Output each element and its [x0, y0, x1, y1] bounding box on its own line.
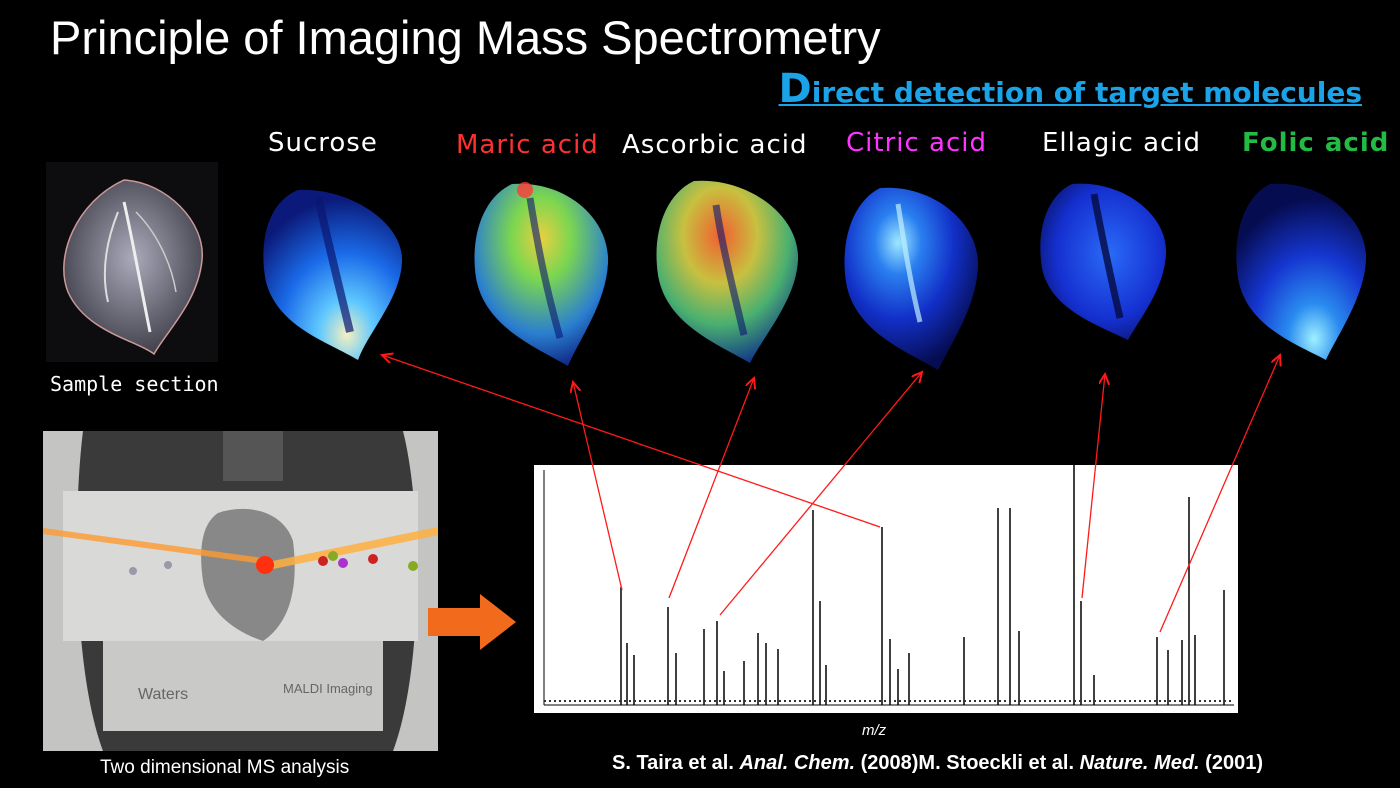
citation: S. Taira et al. Anal. Chem. (2008)M. Sto… — [612, 752, 1263, 775]
citation-journal1: Anal. Chem. — [739, 752, 856, 774]
slide-title: Principle of Imaging Mass Spectrometry — [50, 11, 881, 64]
ms-image-ascorbic-acid — [652, 175, 802, 365]
label-citric-acid: Citric acid — [846, 128, 987, 158]
sample-section-image — [46, 162, 218, 362]
slide-subtitle: Direct detection of target molecules — [779, 66, 1362, 112]
label-sucrose: Sucrose — [268, 128, 378, 158]
ms-instrument-photo: Waters MALDI Imaging — [43, 431, 438, 751]
subtitle-rest: irect detection of target molecules — [811, 76, 1362, 109]
plate-text-waters: Waters — [138, 686, 188, 703]
label-maric-acid: Maric acid — [456, 130, 599, 160]
label-ellagic-acid: Ellagic acid — [1042, 128, 1202, 158]
ms-image-citric-acid — [840, 182, 985, 372]
citation-journal2: Nature. Med. — [1079, 752, 1200, 774]
instrument-caption: Two dimensional MS analysis — [100, 757, 350, 778]
mass-spectrum-plot — [534, 465, 1238, 713]
flow-arrow-icon — [428, 592, 518, 657]
spectrum-x-label: m/z — [862, 722, 887, 739]
citation-part2: (2008)M. Stoeckli et al. — [855, 752, 1080, 774]
label-ascorbic-acid: Ascorbic acid — [622, 130, 808, 160]
ms-image-maric-acid — [470, 178, 615, 368]
sample-section-label: Sample section — [50, 372, 219, 396]
citation-part1: S. Taira et al. — [612, 752, 740, 774]
plate-text-maldi: MALDI Imaging — [283, 681, 373, 696]
ms-image-ellagic-acid — [1036, 178, 1171, 343]
ms-image-folic-acid — [1232, 178, 1372, 363]
label-folic-acid: Folic acid — [1242, 128, 1390, 158]
citation-part3: (2001) — [1199, 752, 1263, 774]
ms-image-sucrose — [258, 182, 408, 364]
subtitle-initial: D — [778, 66, 812, 112]
